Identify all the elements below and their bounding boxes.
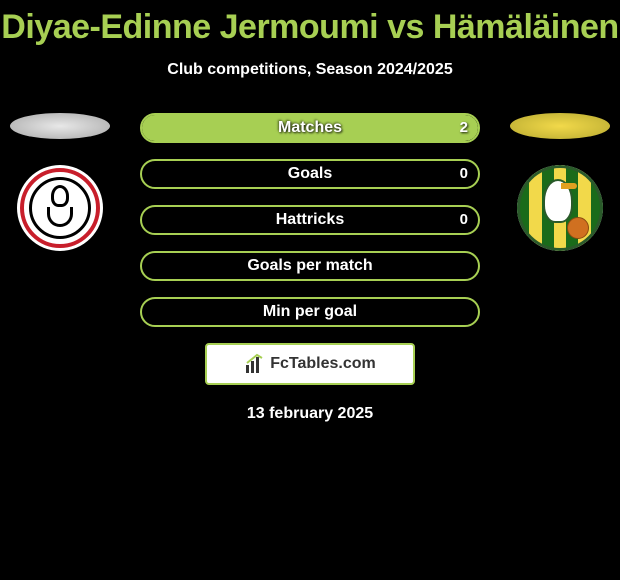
stat-label: Matches [142, 115, 478, 141]
stats-column: Matches2Goals0Hattricks0Goals per matchM… [140, 113, 480, 327]
stat-value-right: 2 [460, 115, 468, 141]
comparison-content: Matches2Goals0Hattricks0Goals per matchM… [0, 113, 620, 423]
brand-chart-icon [244, 353, 266, 375]
stat-row: Min per goal [140, 297, 480, 327]
right-column [500, 113, 620, 251]
stat-value-right: 0 [460, 161, 468, 187]
stat-row: Goals0 [140, 159, 480, 189]
left-team-badge [17, 165, 103, 251]
stat-label: Goals per match [142, 253, 478, 279]
stat-label: Hattricks [142, 207, 478, 233]
page-title: Diyae-Edinne Jermoumi vs Hämäläinen [0, 0, 620, 47]
right-player-plate [510, 113, 610, 139]
stat-row: Matches2 [140, 113, 480, 143]
brand-text: FcTables.com [270, 355, 376, 373]
ajax-head-icon [51, 185, 69, 207]
stat-label: Goals [142, 161, 478, 187]
ado-ball-icon [567, 217, 589, 239]
subtitle: Club competitions, Season 2024/2025 [0, 61, 620, 79]
stat-row: Goals per match [140, 251, 480, 281]
left-player-plate [10, 113, 110, 139]
ado-beak-icon [561, 183, 577, 189]
stat-row: Hattricks0 [140, 205, 480, 235]
stat-value-right: 0 [460, 207, 468, 233]
left-column [0, 113, 120, 251]
right-team-badge [517, 165, 603, 251]
date-line: 13 february 2025 [0, 405, 620, 423]
brand-box: FcTables.com [205, 343, 415, 385]
stat-label: Min per goal [142, 299, 478, 325]
